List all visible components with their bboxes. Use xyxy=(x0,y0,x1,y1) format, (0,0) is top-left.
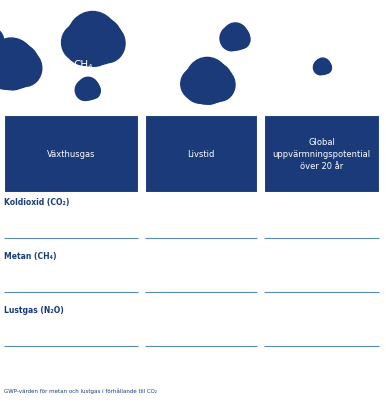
Circle shape xyxy=(321,65,329,74)
Circle shape xyxy=(80,18,122,64)
Circle shape xyxy=(86,87,97,99)
Circle shape xyxy=(64,21,106,66)
Circle shape xyxy=(233,31,250,50)
Circle shape xyxy=(232,34,246,49)
Text: Metan (CH₄): Metan (CH₄) xyxy=(4,252,56,261)
Circle shape xyxy=(183,65,219,104)
Circle shape xyxy=(0,58,15,88)
Circle shape xyxy=(0,34,3,45)
Circle shape xyxy=(67,12,118,67)
Circle shape xyxy=(0,39,35,90)
Circle shape xyxy=(313,61,327,76)
Circle shape xyxy=(0,57,23,90)
Circle shape xyxy=(86,84,100,100)
Circle shape xyxy=(75,81,95,101)
Circle shape xyxy=(181,69,210,101)
Circle shape xyxy=(0,32,3,45)
Circle shape xyxy=(0,45,39,88)
Text: CO₂: CO₂ xyxy=(156,34,176,44)
Circle shape xyxy=(79,31,112,67)
Text: CH₄: CH₄ xyxy=(73,60,93,70)
Text: Lustgas (N₂O): Lustgas (N₂O) xyxy=(4,305,64,314)
Circle shape xyxy=(86,33,116,65)
FancyBboxPatch shape xyxy=(4,116,138,192)
Text: Global
uppvärmningspotential
över 20 år: Global uppvärmningspotential över 20 år xyxy=(273,138,371,170)
Circle shape xyxy=(229,28,249,50)
Circle shape xyxy=(201,75,228,103)
Circle shape xyxy=(221,30,238,48)
Circle shape xyxy=(190,74,218,104)
Text: Koldioxid (CO₂): Koldioxid (CO₂) xyxy=(4,198,69,207)
Circle shape xyxy=(186,58,229,105)
Text: GWP-värden för metan och lustgas i förhållande till CO₂: GWP-värden för metan och lustgas i förhå… xyxy=(4,387,157,393)
Circle shape xyxy=(83,87,95,100)
Circle shape xyxy=(317,65,326,75)
Circle shape xyxy=(321,63,332,74)
Text: N₂O: N₂O xyxy=(266,78,286,88)
Circle shape xyxy=(229,34,244,50)
Circle shape xyxy=(186,76,211,103)
Circle shape xyxy=(223,24,248,51)
Circle shape xyxy=(77,78,99,101)
Circle shape xyxy=(0,50,15,86)
Circle shape xyxy=(8,51,42,87)
Circle shape xyxy=(68,33,97,65)
FancyBboxPatch shape xyxy=(264,116,379,192)
Circle shape xyxy=(76,83,90,99)
Circle shape xyxy=(204,69,235,102)
Text: Växthusgas: Växthusgas xyxy=(47,150,95,158)
Circle shape xyxy=(195,75,223,105)
Circle shape xyxy=(80,87,93,100)
Text: Livstid: Livstid xyxy=(188,150,215,158)
Circle shape xyxy=(0,30,2,46)
Circle shape xyxy=(196,63,233,102)
Circle shape xyxy=(89,25,125,64)
Circle shape xyxy=(5,58,34,89)
Circle shape xyxy=(82,81,100,100)
Circle shape xyxy=(314,63,324,74)
Circle shape xyxy=(315,59,330,75)
Circle shape xyxy=(226,34,241,50)
Circle shape xyxy=(220,27,243,52)
Circle shape xyxy=(0,57,29,90)
Circle shape xyxy=(0,47,24,90)
Circle shape xyxy=(319,65,328,75)
FancyBboxPatch shape xyxy=(145,116,257,192)
Circle shape xyxy=(62,25,96,62)
Circle shape xyxy=(318,61,331,74)
Circle shape xyxy=(0,36,1,45)
Circle shape xyxy=(72,31,105,66)
